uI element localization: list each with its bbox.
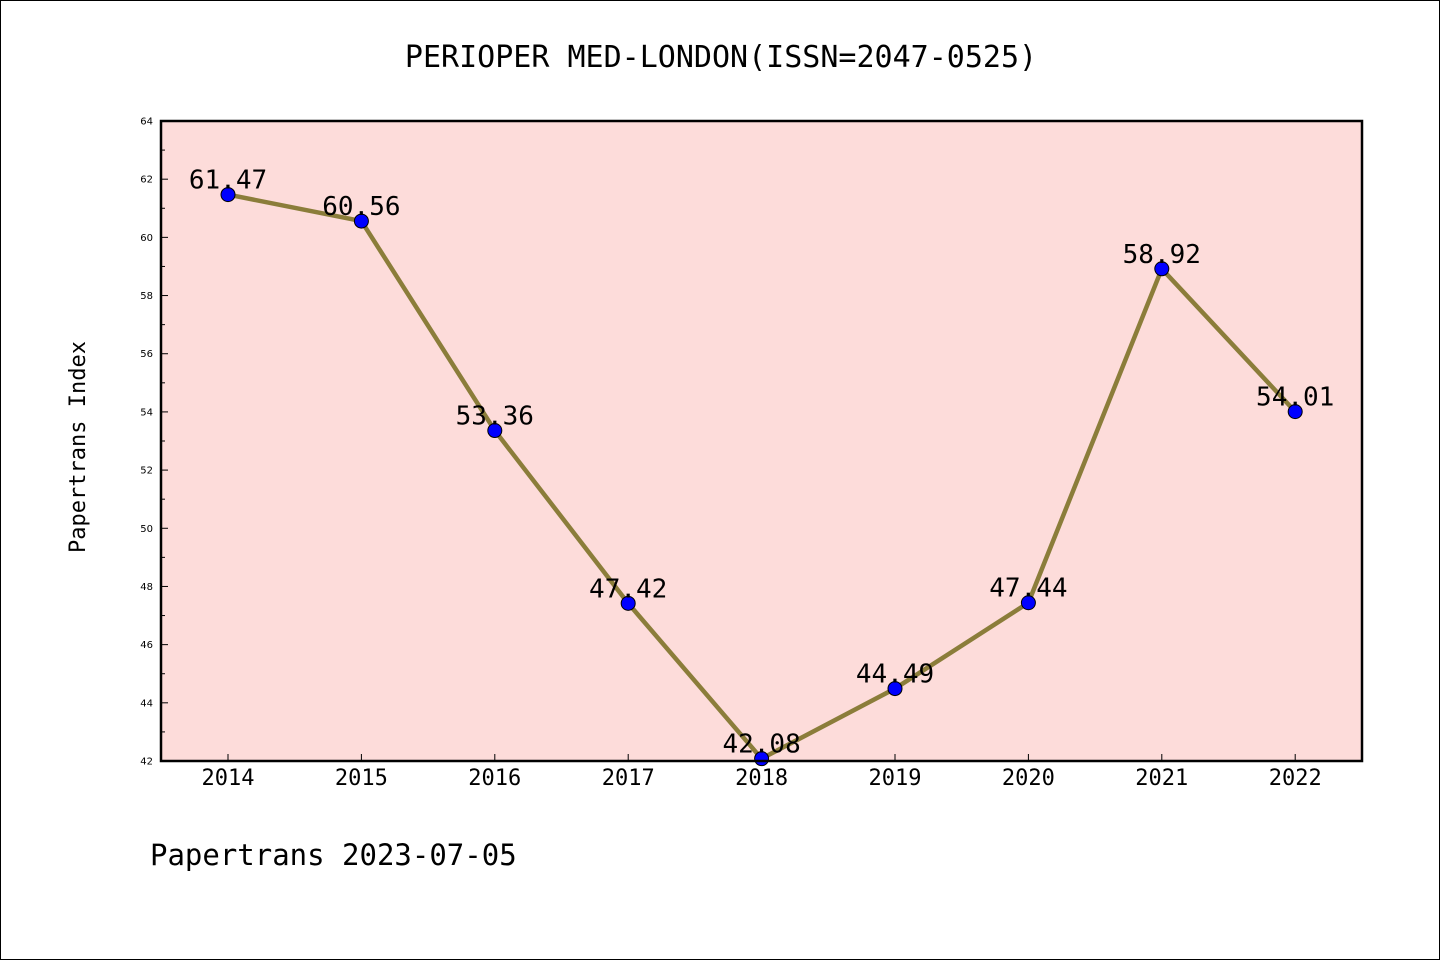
data-label: 53.36 xyxy=(456,402,534,432)
y-tick-label: 46 xyxy=(140,640,153,651)
data-point xyxy=(887,681,903,697)
x-tick-label: 2017 xyxy=(602,766,655,791)
data-label: 44.49 xyxy=(856,660,934,690)
data-label: 42.08 xyxy=(722,730,800,760)
data-label: 61.47 xyxy=(189,166,267,196)
y-axis-label: Papertrans Index xyxy=(66,341,91,553)
x-tick-label: 2015 xyxy=(335,766,388,791)
x-axis: 2014 2015 2016 2017 2018 2019 2020 2021 2022 xyxy=(202,754,1322,791)
data-label: 47.44 xyxy=(989,574,1067,604)
y-tick-label: 44 xyxy=(140,698,153,709)
y-tick-label: 64 xyxy=(140,117,153,128)
data-point xyxy=(353,213,369,229)
data-point xyxy=(1020,595,1036,611)
x-tick-label: 2018 xyxy=(735,766,788,791)
plot-frame xyxy=(159,119,1364,763)
x-tick-label: 2016 xyxy=(468,766,521,791)
data-point xyxy=(487,423,503,439)
y-tick-label: 52 xyxy=(140,466,153,477)
x-tick-label: 2014 xyxy=(202,766,255,791)
data-point xyxy=(1154,261,1170,277)
y-tick-label: 60 xyxy=(140,233,153,244)
y-tick-label: 56 xyxy=(140,349,153,360)
data-label: 58.92 xyxy=(1123,240,1201,270)
x-tick-label: 2021 xyxy=(1135,766,1188,791)
data-point xyxy=(620,595,636,611)
y-tick-label: 58 xyxy=(140,291,153,302)
data-point xyxy=(220,187,236,203)
data-point xyxy=(1287,404,1303,420)
data-labels: 61.47 60.56 53.36 47.42 42.08 44.49 47.44 58.92… xyxy=(189,166,1334,760)
y-tick-label: 50 xyxy=(140,524,153,535)
y-tick-label: 54 xyxy=(140,407,153,418)
footer-caption: Papertrans 2023-07-05 xyxy=(150,838,517,872)
y-tick-label: 48 xyxy=(140,582,153,593)
data-label: 47.42 xyxy=(589,574,667,604)
y-tick-label: 42 xyxy=(140,757,153,768)
x-tick-label: 2022 xyxy=(1269,766,1322,791)
series-papertrans-index xyxy=(220,187,1303,767)
chart-title: PERIOPER MED-LONDON(ISSN=2047-0525) xyxy=(405,40,1037,75)
x-tick-label: 2020 xyxy=(1002,766,1055,791)
y-tick-label: 62 xyxy=(140,175,153,186)
x-tick-label: 2019 xyxy=(869,766,922,791)
data-label: 60.56 xyxy=(322,192,400,222)
data-label: 54.01 xyxy=(1256,383,1334,413)
